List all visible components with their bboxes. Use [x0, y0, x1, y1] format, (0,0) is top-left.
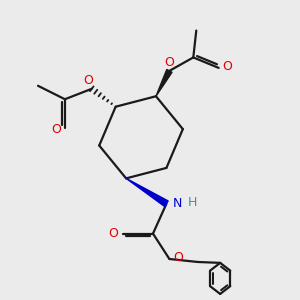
Text: O: O [222, 60, 232, 73]
Text: H: H [187, 196, 197, 209]
Polygon shape [126, 178, 168, 206]
Text: O: O [173, 251, 183, 264]
Text: O: O [51, 123, 61, 136]
Text: O: O [164, 56, 174, 69]
Text: O: O [108, 227, 118, 240]
Text: O: O [83, 74, 93, 87]
Polygon shape [156, 70, 172, 96]
Text: N: N [173, 197, 182, 210]
